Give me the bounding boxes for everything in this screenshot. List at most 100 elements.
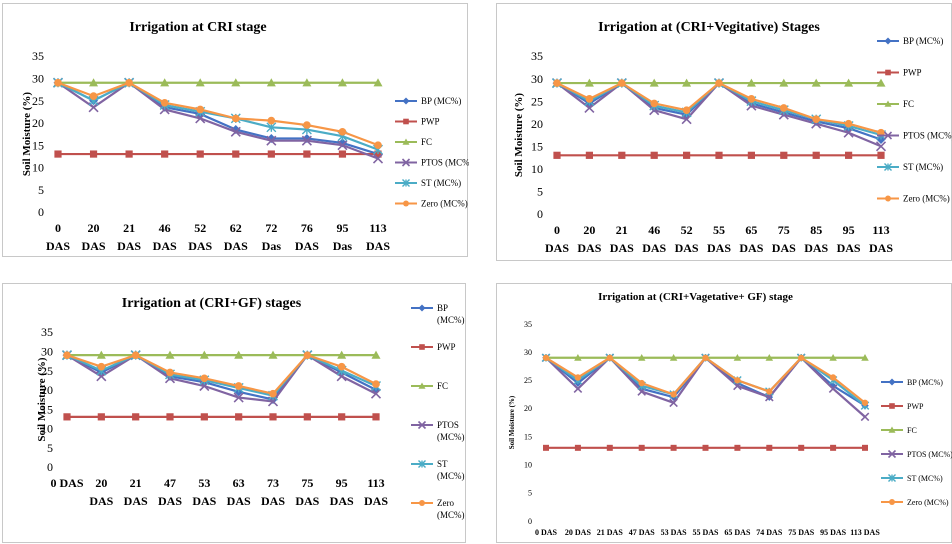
data-point	[618, 151, 626, 159]
x-tick-label: 113 DAS	[869, 223, 893, 255]
y-tick-label: 5	[528, 489, 532, 498]
legend-label: Zero (MC%)	[421, 199, 468, 209]
y-tick-label: 10	[524, 461, 532, 470]
legend-label: ST (MC%)	[437, 459, 465, 481]
data-point	[200, 374, 209, 383]
data-point	[132, 413, 140, 421]
y-tick-label: 10	[41, 422, 53, 436]
data-point	[196, 150, 204, 158]
legend-item: PWP	[395, 117, 440, 127]
legend-label: PWP	[907, 402, 924, 411]
x-tick-label: 53 DAS	[192, 476, 216, 508]
legend-marker	[883, 131, 893, 140]
legend-marker	[885, 195, 891, 202]
data-point	[798, 444, 805, 451]
legend-label: ST (MC%)	[421, 178, 461, 188]
series-pwp	[553, 151, 885, 159]
data-point	[97, 362, 106, 371]
data-point	[779, 104, 788, 112]
y-tick-label: 35	[41, 325, 53, 339]
data-point	[200, 413, 208, 421]
y-axis-label: Soil Moisture (%)	[508, 395, 516, 449]
x-tick-label: 75 DAS	[295, 476, 319, 508]
legend-item: BP (MC%)	[881, 378, 943, 387]
data-point	[670, 391, 677, 398]
legend-item: PWP	[411, 342, 456, 352]
data-point	[166, 413, 174, 421]
series-line	[545, 356, 866, 407]
series-ptos-mc	[61, 350, 382, 407]
legend-item: Zero (MC%)	[881, 498, 949, 507]
series-line	[545, 356, 866, 404]
data-point	[683, 151, 691, 159]
legend-marker	[889, 403, 895, 409]
legend-label: Zero (MC%)	[437, 498, 465, 520]
x-tick-label: 55 DAS	[692, 528, 719, 537]
legend-label: ST (MC%)	[903, 162, 943, 172]
x-tick-label: 47 DAS	[629, 528, 656, 537]
y-tick-label: 5	[47, 441, 53, 455]
legend-item: ST (MC%)	[881, 474, 943, 483]
y-tick-label: 25	[41, 364, 53, 378]
series-pwp	[543, 444, 868, 451]
legend-marker	[888, 378, 896, 386]
x-tick-label: 75 DAS	[772, 223, 796, 255]
x-tick-label: 21 DAS	[597, 528, 624, 537]
legend-item: FC	[877, 99, 914, 109]
legend-marker	[887, 449, 897, 459]
chart-cri: Irrigation at CRI stage Soil Moisture (%)…	[21, 20, 469, 253]
data-point	[798, 354, 805, 361]
y-axis-label: Soil Moisture (%)	[513, 93, 525, 177]
data-point	[553, 79, 561, 87]
data-point	[573, 384, 583, 394]
legend-item: PTOS (MC%)	[881, 449, 952, 459]
legend-label: BP (MC%)	[421, 96, 461, 106]
data-point	[269, 389, 277, 398]
legend-marker	[402, 138, 410, 145]
data-point	[811, 78, 821, 87]
series-zero-mc	[54, 78, 382, 149]
data-point	[166, 368, 174, 377]
y-tick-label: 5	[38, 183, 44, 197]
legend-label: Zero (MC%)	[907, 498, 949, 507]
legend-marker	[888, 474, 896, 482]
y-tick-label: 0	[38, 205, 44, 219]
data-point	[233, 392, 244, 403]
x-tick-label: 0 DAS	[50, 476, 83, 490]
data-point	[845, 151, 853, 159]
series-pwp	[63, 413, 380, 421]
data-point	[606, 444, 613, 451]
data-point	[828, 384, 838, 394]
data-point	[234, 350, 244, 359]
x-tick-label: 95 DAS	[837, 223, 861, 255]
data-point	[747, 95, 756, 103]
x-tick-label: 20 DAS	[82, 221, 106, 253]
legend-marker	[888, 426, 896, 433]
series-ptos-mc	[551, 78, 887, 152]
y-tick-label: 25	[32, 94, 44, 108]
legend-marker	[884, 100, 892, 107]
chart-cri-vegitative: Irrigation at (CRI+Vegitative) Stages Soi…	[513, 20, 952, 255]
data-point	[125, 78, 133, 87]
data-point	[161, 150, 169, 158]
legend-item: BP (MC%)	[877, 36, 943, 46]
legend-item: PTOS (MC%)	[411, 420, 465, 442]
data-point	[63, 413, 71, 421]
x-tick-label: 76 DAS	[295, 221, 319, 253]
data-point	[860, 412, 870, 422]
x-tick-label: 95 DAS	[330, 476, 354, 508]
y-tick-label: 20	[41, 383, 53, 397]
y-tick-label: 0	[47, 460, 53, 474]
data-point	[160, 98, 169, 107]
data-point	[812, 151, 820, 159]
data-point	[89, 78, 99, 87]
data-point	[267, 116, 276, 125]
data-point	[702, 444, 709, 451]
data-point	[89, 92, 98, 100]
data-point	[812, 115, 821, 124]
data-point	[303, 351, 312, 359]
data-point	[861, 399, 869, 406]
data-point	[160, 78, 170, 87]
data-point	[734, 377, 741, 384]
chart-cri-gf: Irrigation at (CRI+GF) stages Soil Moistu…	[36, 296, 465, 520]
